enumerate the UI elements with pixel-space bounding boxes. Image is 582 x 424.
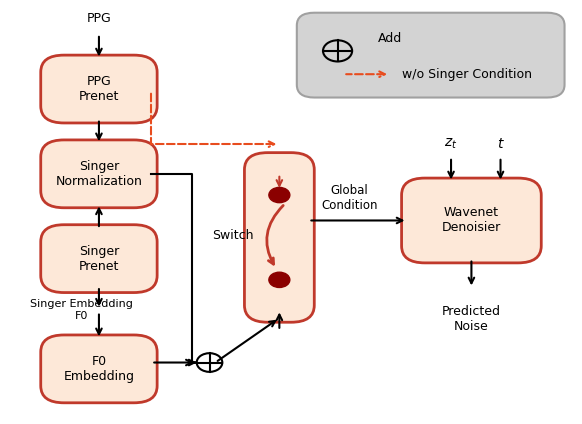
Text: $z_t$: $z_t$ [444,136,458,151]
Text: Global
Condition: Global Condition [321,184,378,212]
FancyBboxPatch shape [402,178,541,263]
Text: PPG: PPG [87,12,111,25]
Text: Wavenet
Denoisier: Wavenet Denoisier [442,206,501,234]
Text: w/o Singer Condition: w/o Singer Condition [402,68,531,81]
FancyBboxPatch shape [41,335,157,403]
Text: Singer
Prenet: Singer Prenet [79,245,119,273]
Text: Switch: Switch [212,229,254,242]
FancyBboxPatch shape [41,55,157,123]
FancyBboxPatch shape [244,153,314,322]
Text: Predicted
Noise: Predicted Noise [442,305,501,333]
Text: Singer
Normalization: Singer Normalization [55,160,143,188]
Text: Add: Add [378,32,403,45]
FancyBboxPatch shape [41,225,157,293]
Text: $t$: $t$ [496,137,505,151]
Text: PPG
Prenet: PPG Prenet [79,75,119,103]
Text: F0
Embedding: F0 Embedding [63,355,134,383]
FancyBboxPatch shape [297,13,565,98]
FancyBboxPatch shape [41,140,157,208]
Text: Singer Embedding
F0: Singer Embedding F0 [30,299,133,321]
Circle shape [269,272,290,287]
Circle shape [269,187,290,203]
